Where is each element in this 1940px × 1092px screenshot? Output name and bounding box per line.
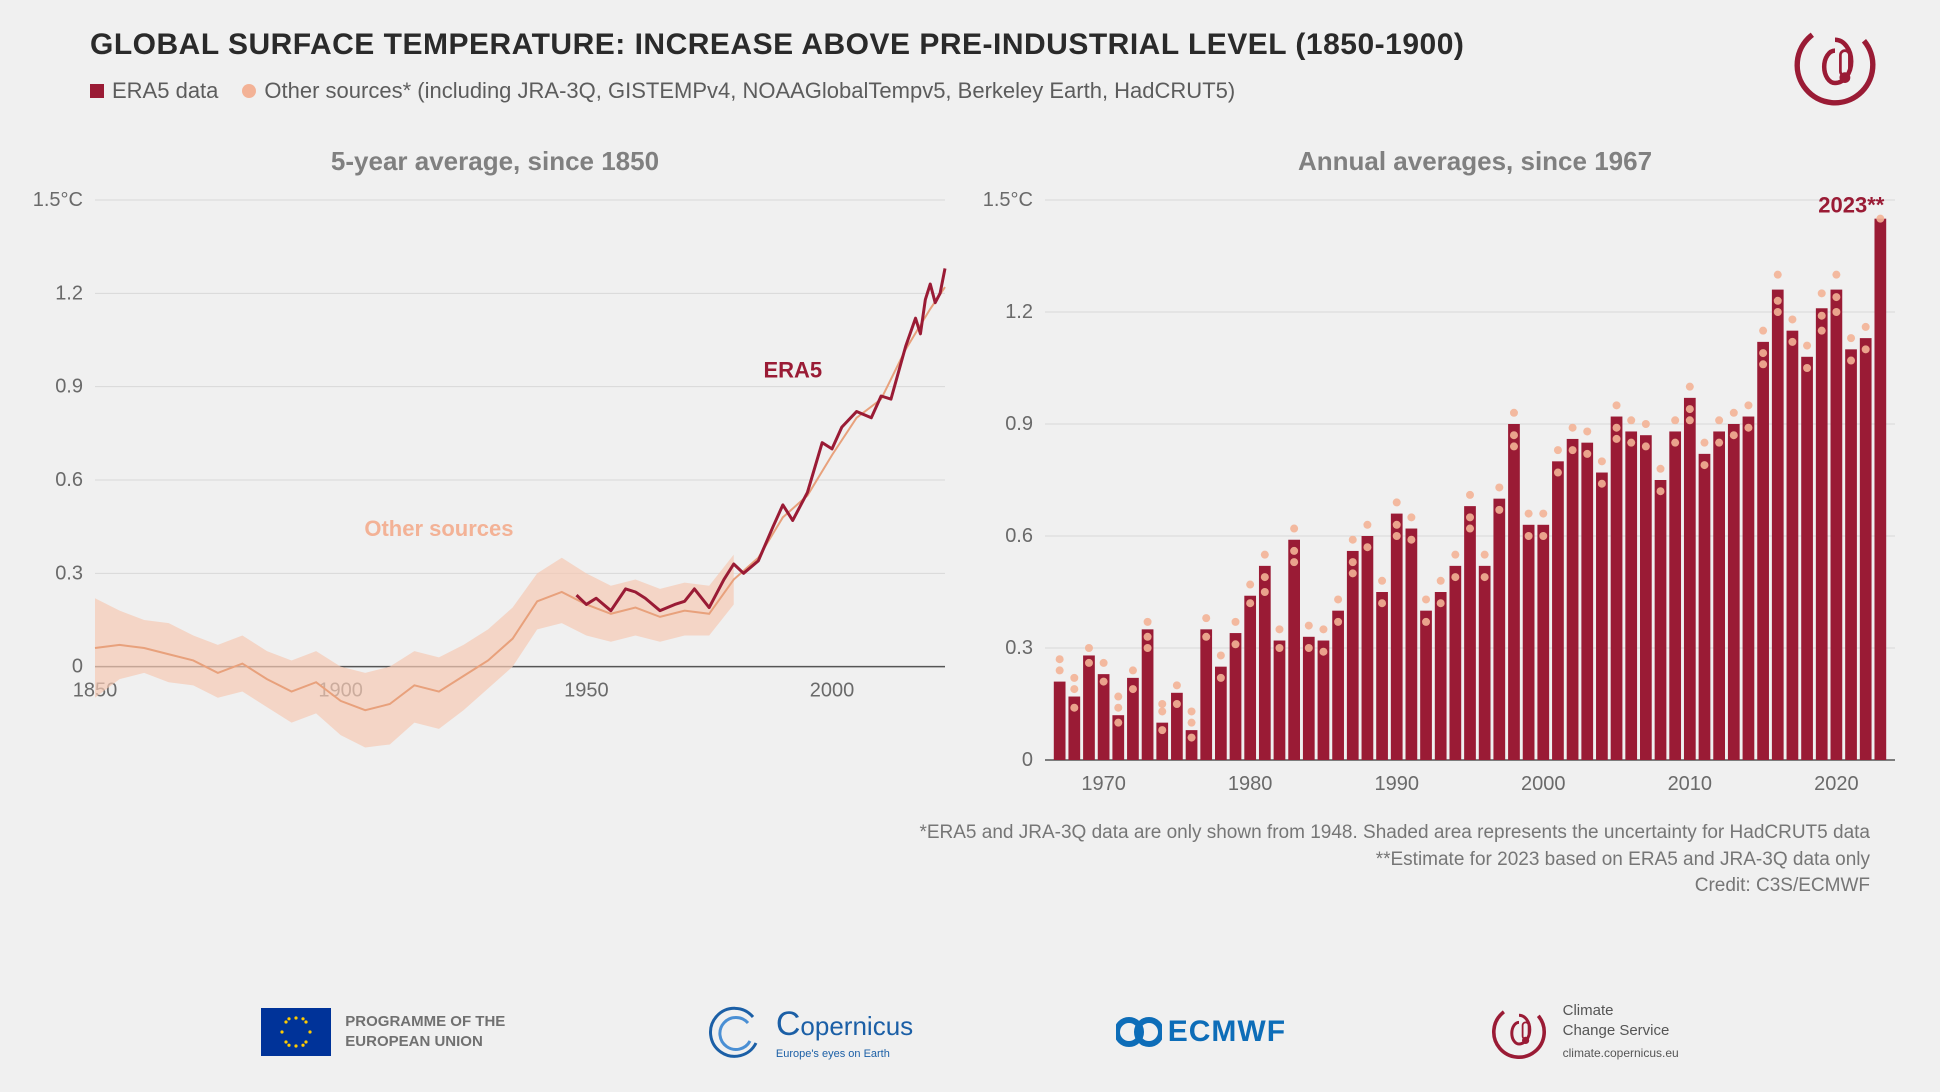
svg-text:2010: 2010 [1668,773,1713,795]
svg-text:1990: 1990 [1374,773,1419,795]
svg-text:1.5°C: 1.5°C [983,189,1033,211]
svg-text:Annual averages, since 1967: Annual averages, since 1967 [1298,146,1652,176]
eu-programme: PROGRAMME OF THE EUROPEAN UNION [261,1008,505,1056]
svg-text:2000: 2000 [1521,773,1566,795]
svg-text:0.9: 0.9 [1005,413,1033,435]
c3s-url: climate.copernicus.eu [1563,1046,1679,1062]
svg-text:0: 0 [72,656,83,678]
eu-flag-icon [261,1008,331,1056]
footnotes: *ERA5 and JRA-3Q data are only shown fro… [919,820,1870,900]
legend: ERA5 data Other sources* (including JRA-… [90,78,1235,104]
copernicus-logo: Copernicus Europe's eyes on Earth [708,1002,913,1060]
svg-text:0.3: 0.3 [55,562,83,584]
svg-text:2000: 2000 [810,680,855,702]
copernicus-subtext: Europe's eyes on Earth [776,1047,913,1061]
ecmwf-text: ECMWF [1168,1012,1286,1051]
footnote-3: Credit: C3S/ECMWF [919,873,1870,900]
c3s-logo-icon [1790,20,1880,110]
c3s-line2: Change Service [1563,1021,1679,1041]
svg-text:2023**: 2023** [1818,193,1885,218]
svg-text:0.3: 0.3 [1005,637,1033,659]
svg-text:1980: 1980 [1228,773,1273,795]
svg-text:0.9: 0.9 [55,376,83,398]
svg-text:2020: 2020 [1814,773,1859,795]
chart-title: GLOBAL SURFACE TEMPERATURE: INCREASE ABO… [90,28,1464,62]
c3s-footer-icon [1489,1002,1549,1062]
svg-text:1.2: 1.2 [1005,301,1033,323]
c3s-line1: Climate [1563,1001,1679,1021]
footnote-1: *ERA5 and JRA-3Q data are only shown fro… [919,820,1870,847]
svg-text:1970: 1970 [1081,773,1126,795]
legend-other-label: Other sources* (including JRA-3Q, GISTEM… [264,78,1235,104]
copernicus-text: opernicus [800,1011,913,1041]
charts-row: 5-year average, since 1850 0 0.3 0.6 0.9 1.2 1… [25,140,1915,820]
svg-text:0.6: 0.6 [1005,525,1033,547]
legend-era5-label: ERA5 data [112,78,218,104]
copernicus-icon [708,1005,762,1059]
svg-text:Other sources: Other sources [364,516,513,541]
svg-text:1950: 1950 [564,680,609,702]
left-chart: 5-year average, since 1850 0 0.3 0.6 0.9 1.2 1… [25,140,965,820]
c3s-footer-logo: Climate Change Service climate.copernicu… [1489,1001,1679,1062]
legend-other-swatch [242,84,256,98]
infographic-root: { "title": "GLOBAL SURFACE TEMPERATURE: … [0,0,1940,1092]
svg-text:0: 0 [1022,749,1033,771]
footer-logos: PROGRAMME OF THE EUROPEAN UNION Copernic… [0,1001,1940,1062]
ecmwf-logo: ECMWF [1116,1012,1286,1051]
right-chart: Annual averages, since 1967 0 0.3 0.6 0.9 1.2… [975,140,1915,820]
ecmwf-icon [1116,1017,1162,1047]
footnote-2: **Estimate for 2023 based on ERA5 and JR… [919,847,1870,874]
eu-programme-text: PROGRAMME OF THE EUROPEAN UNION [345,1012,505,1051]
svg-text:ERA5: ERA5 [763,357,822,382]
svg-text:0.6: 0.6 [55,469,83,491]
legend-era5-swatch [90,84,104,98]
svg-text:5-year average, since 1850: 5-year average, since 1850 [331,146,659,176]
svg-text:1.5°C: 1.5°C [33,189,83,211]
svg-text:1.2: 1.2 [55,282,83,304]
